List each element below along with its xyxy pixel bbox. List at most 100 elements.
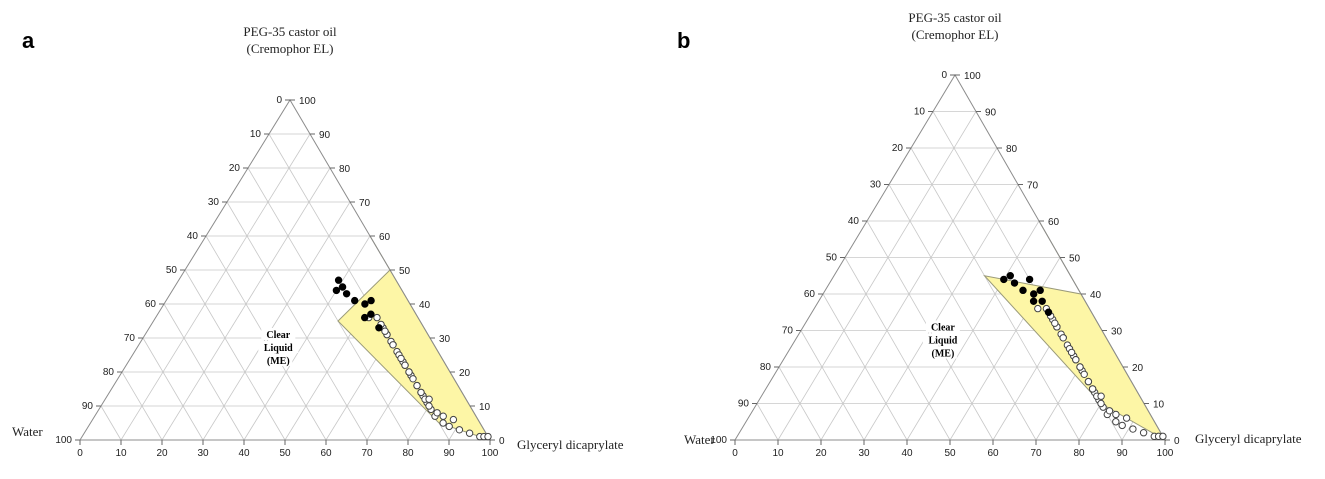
- right-tick-label: 40: [1090, 290, 1102, 301]
- data-point-open: [401, 361, 409, 369]
- data-point-open: [1105, 407, 1114, 415]
- region-label-bg: [922, 333, 963, 346]
- data-point-filled: [1030, 290, 1038, 298]
- left-tick-label: 50: [166, 265, 178, 276]
- data-point-filled: [1019, 286, 1027, 295]
- data-point-filled: [332, 286, 341, 295]
- data-point-open: [397, 354, 405, 363]
- data-point-filled: [367, 310, 375, 318]
- grid-line-water: [184, 269, 286, 441]
- data-point-filled: [1044, 308, 1053, 316]
- data-point-open: [1112, 410, 1120, 419]
- bottom-tick-label: 10: [772, 448, 784, 459]
- left-tick-label: 80: [760, 362, 772, 373]
- bottom-tick-label: 0: [732, 448, 738, 459]
- data-point-open: [1097, 399, 1105, 408]
- right-tick-label: 80: [339, 164, 351, 175]
- right-component-label: Glyceryl dicaprylate: [517, 437, 624, 452]
- data-point-open: [413, 381, 421, 390]
- data-point-open: [1084, 377, 1093, 386]
- series-open: [1034, 304, 1167, 441]
- bottom-tick-label: 10: [115, 448, 127, 459]
- bottom-tick-label: 100: [482, 448, 499, 459]
- left-tick-label: 0: [941, 70, 947, 81]
- data-point-filled: [338, 283, 347, 291]
- grid-line-water: [844, 257, 951, 441]
- left-tick-label: 20: [229, 163, 241, 174]
- data-point-filled: [361, 313, 369, 322]
- data-point-open: [1072, 356, 1080, 364]
- region-label-line: (ME): [932, 349, 955, 360]
- left-tick-label: 10: [914, 107, 926, 118]
- data-point-open: [1112, 418, 1120, 426]
- right-tick-label: 10: [1153, 400, 1165, 411]
- grid-line-glyceryl: [777, 111, 977, 441]
- grid-line-water: [800, 330, 865, 441]
- bottom-tick-label: 80: [402, 448, 414, 459]
- grid-line-water: [756, 403, 779, 441]
- data-point-filled: [342, 290, 351, 298]
- ternary-panel-a: 0 0 0 10 10 10 20 20 20 30 30 30 40 40 40 50 50 50 60 60 60 7…: [12, 24, 624, 459]
- data-point-open: [425, 395, 433, 403]
- bottom-tick-label: 20: [815, 448, 827, 459]
- right-tick-label: 70: [1027, 181, 1039, 192]
- data-point-open: [405, 368, 413, 376]
- grid-line-water: [778, 366, 822, 441]
- right-tick-label: 80: [1006, 144, 1018, 155]
- grid-line-water: [888, 184, 1037, 441]
- data-point-open: [449, 415, 458, 424]
- left-tick-label: 100: [55, 435, 72, 446]
- data-point-open: [1076, 363, 1084, 371]
- data-point-filled: [367, 296, 375, 305]
- bottom-tick-label: 100: [1157, 448, 1174, 459]
- data-point-open: [1118, 421, 1126, 430]
- left-tick-label: 80: [103, 367, 115, 378]
- data-point-open: [1059, 334, 1067, 342]
- data-point-open: [445, 422, 453, 431]
- grid-line-glyceryl: [202, 201, 351, 441]
- left-tick-label: 40: [187, 231, 199, 242]
- bottom-tick-label: 20: [156, 448, 168, 459]
- series-filled: [332, 276, 383, 332]
- data-point-open: [1129, 425, 1137, 433]
- left-tick-label: 0: [276, 95, 282, 106]
- data-point-open: [1088, 385, 1097, 393]
- region-label-line: (ME): [267, 356, 290, 367]
- data-point-open: [455, 426, 464, 434]
- data-point-open: [1139, 429, 1148, 437]
- right-tick-label: 50: [1069, 254, 1081, 265]
- grid-line-water: [142, 337, 204, 441]
- left-tick-label: 70: [782, 326, 794, 337]
- data-point-filled: [334, 276, 343, 284]
- data-point-open: [465, 429, 474, 437]
- bottom-tick-label: 70: [361, 448, 373, 459]
- data-point-open: [1034, 304, 1042, 313]
- bottom-tick-label: 90: [1116, 448, 1128, 459]
- data-point-filled: [1000, 275, 1008, 284]
- right-tick-label: 90: [985, 108, 997, 119]
- top-component-sublabel: (Cremophor EL): [246, 41, 333, 56]
- right-tick-label: 20: [459, 368, 471, 379]
- data-point-filled: [1038, 297, 1046, 305]
- region-label: Clear Liquid (ME): [922, 320, 963, 360]
- left-tick-label: 10: [250, 129, 262, 140]
- data-point-open: [409, 375, 417, 383]
- grid-line-water: [121, 371, 163, 441]
- right-tick-label: 90: [319, 130, 331, 141]
- right-tick-label: 20: [1132, 363, 1144, 374]
- region-label-bg: [261, 328, 296, 340]
- top-component-label: PEG-35 castor oil: [243, 24, 337, 39]
- bottom-tick-label: 60: [320, 448, 332, 459]
- data-point-filled: [1029, 297, 1038, 305]
- grid-line-water: [226, 201, 368, 441]
- top-component-sublabel: (Cremophor EL): [911, 27, 998, 42]
- right-tick-label: 60: [1048, 217, 1060, 228]
- data-point-filled: [361, 300, 369, 308]
- region-label-bg: [264, 354, 293, 366]
- data-point-open: [439, 412, 447, 420]
- left-tick-label: 20: [892, 143, 904, 154]
- right-tick-label: 10: [479, 402, 491, 413]
- grid-line-water: [163, 303, 245, 441]
- data-point-filled: [1010, 279, 1019, 287]
